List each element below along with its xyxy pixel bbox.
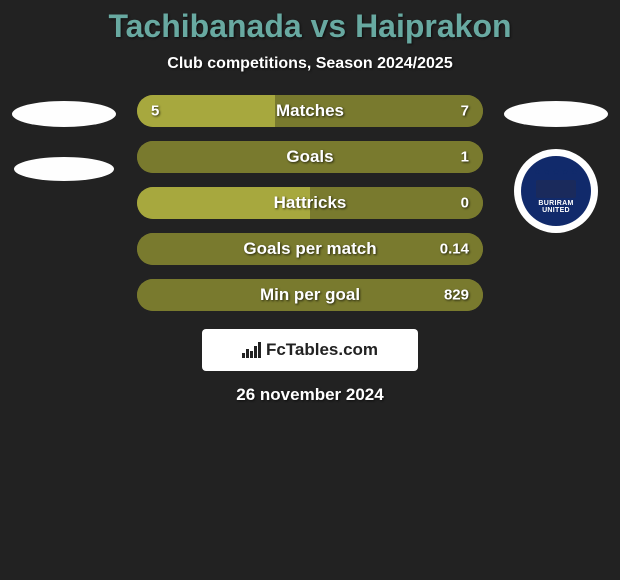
right-team-logo-1 <box>504 101 608 127</box>
content-row: Matches 5 7 Goals 1 Hattricks 0 Goals per match… <box>0 95 620 311</box>
page-title: Tachibanada vs Haiprakon <box>108 8 511 45</box>
bar-left-value: 5 <box>151 103 159 120</box>
bar-label: Min per goal <box>260 285 360 305</box>
badge-stars: ★★★★★ <box>534 168 577 176</box>
date-text: 26 november 2024 <box>236 385 383 405</box>
badge-line2: UNITED <box>542 207 570 214</box>
bar-label: Goals per match <box>243 239 376 259</box>
left-team-logo-1 <box>12 101 116 127</box>
stat-bar: Matches 5 7 <box>137 95 483 127</box>
right-team-col: ★★★★★ BURIRAM UNITED <box>501 95 611 233</box>
left-team-logo-2 <box>14 157 114 181</box>
bar-label: Matches <box>276 101 344 121</box>
left-team-col <box>9 95 119 181</box>
bar-right-value: 0.14 <box>440 241 469 258</box>
badge-emblem <box>536 180 576 198</box>
bar-right-value: 7 <box>461 103 469 120</box>
bar-right-value: 0 <box>461 195 469 212</box>
bar-right-value: 829 <box>444 287 469 304</box>
stat-bar: Min per goal 829 <box>137 279 483 311</box>
brand-text: FcTables.com <box>266 340 378 360</box>
stat-bar: Goals per match 0.14 <box>137 233 483 265</box>
stat-bar: Goals 1 <box>137 141 483 173</box>
bar-label: Goals <box>286 147 333 167</box>
brand-chart-icon <box>242 342 262 358</box>
stat-bars: Matches 5 7 Goals 1 Hattricks 0 Goals per match… <box>137 95 483 311</box>
stat-bar: Hattricks 0 <box>137 187 483 219</box>
right-team-badge: ★★★★★ BURIRAM UNITED <box>514 149 598 233</box>
bar-right-value: 1 <box>461 149 469 166</box>
page-subtitle: Club competitions, Season 2024/2025 <box>167 55 452 73</box>
bar-label: Hattricks <box>274 193 347 213</box>
comparison-infographic: Tachibanada vs Haiprakon Club competitio… <box>0 0 620 405</box>
badge-line1: BURIRAM <box>538 200 573 207</box>
brand-box: FcTables.com <box>202 329 418 371</box>
